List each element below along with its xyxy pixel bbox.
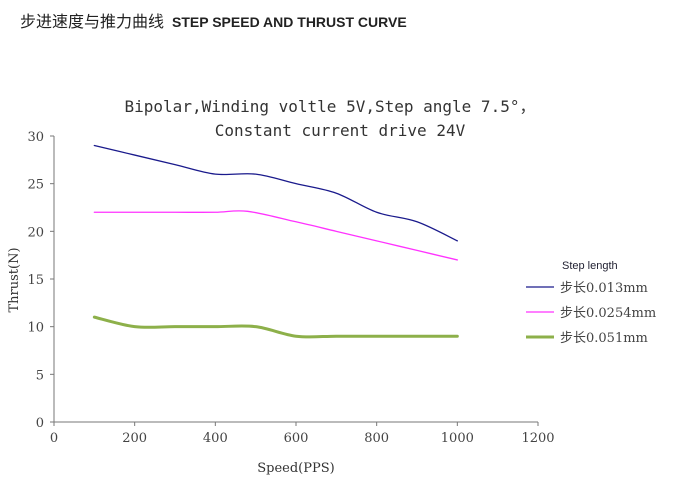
legend-title: Step length <box>562 260 618 272</box>
x-tick-label: 800 <box>364 431 389 446</box>
title-cn: 步进速度与推力曲线 <box>20 12 165 31</box>
y-tick-label: 15 <box>27 273 44 288</box>
x-axis-label: Speed(PPS) <box>257 461 334 476</box>
y-tick-label: 5 <box>36 368 44 383</box>
series-line-0 <box>93 144 458 242</box>
page-title: 步进速度与推力曲线 STEP SPEED AND THRUST CURVE <box>20 8 407 32</box>
title-en: STEP SPEED AND THRUST CURVE <box>172 14 407 30</box>
x-tick-label: 200 <box>122 431 147 446</box>
x-tick-label: 1000 <box>441 431 474 446</box>
y-tick-label: 20 <box>27 225 44 240</box>
y-tick-label: 10 <box>27 321 44 336</box>
x-tick-label: 400 <box>203 431 228 446</box>
x-tick-label: 1200 <box>521 431 554 446</box>
y-tick-label: 25 <box>27 178 44 193</box>
chart-title-line1: Bipolar,Winding voltle 5V,Step angle 7.5… <box>125 97 536 116</box>
y-tick-label: 30 <box>27 130 44 145</box>
legend-label-2: 步长0.051mm <box>560 331 648 346</box>
chart-title-line2: Constant current drive 24V <box>215 121 466 140</box>
x-tick-label: 600 <box>284 431 309 446</box>
legend-label-1: 步长0.0254mm <box>560 306 656 321</box>
x-tick-label: 0 <box>50 431 58 446</box>
series-line-1 <box>93 210 458 261</box>
y-axis-label: Thrust(N) <box>7 247 22 312</box>
y-tick-label: 0 <box>36 416 44 431</box>
series-line-2 <box>92 315 459 339</box>
legend-label-0: 步长0.013mm <box>560 281 648 296</box>
